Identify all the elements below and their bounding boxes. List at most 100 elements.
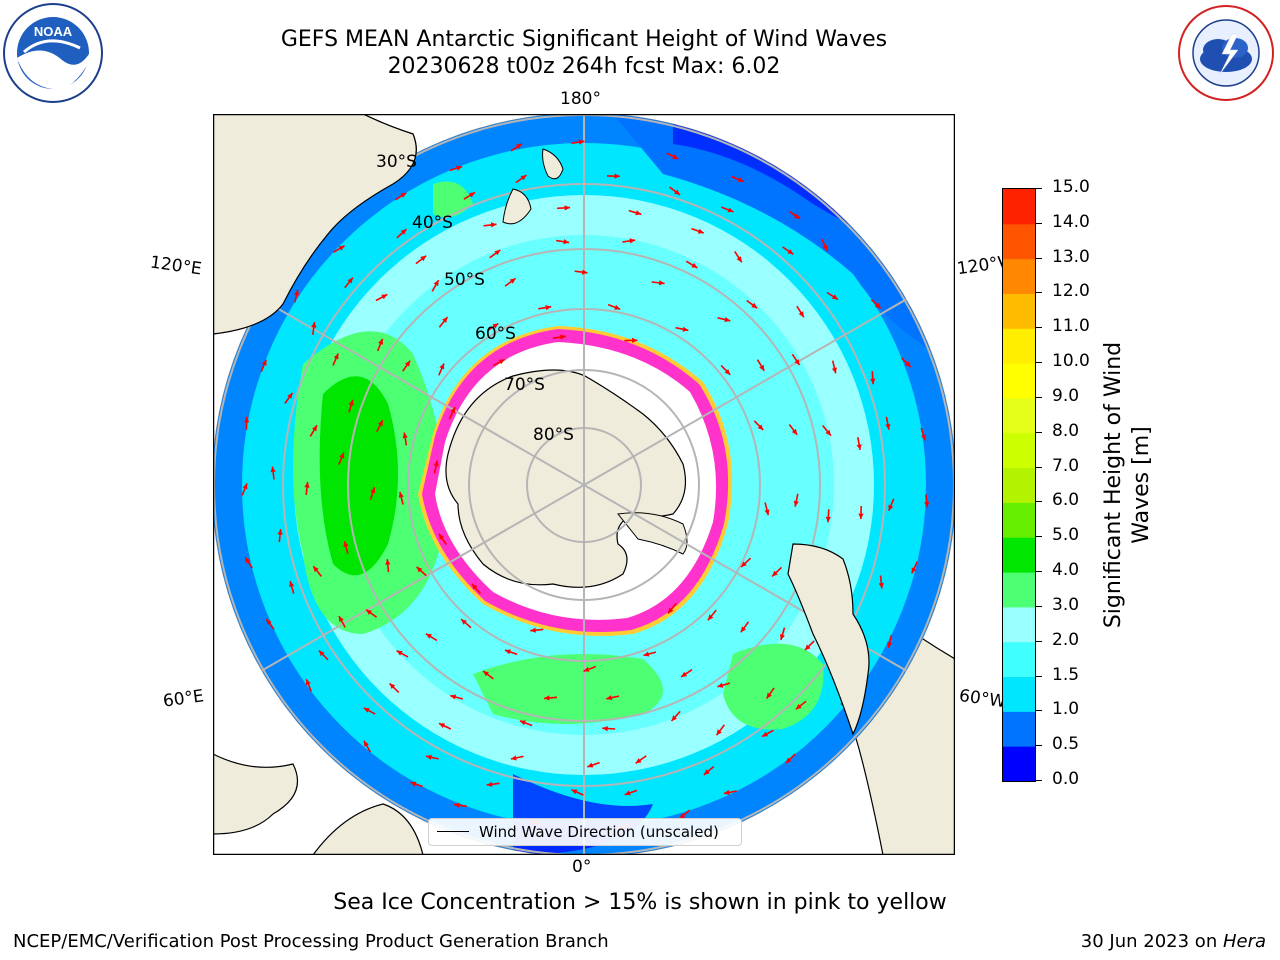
colorbar-tick-label: 2.0 (1052, 629, 1080, 650)
footer-left: NCEP/EMC/Verification Post Processing Pr… (13, 931, 609, 952)
lat-label-50s: 50°S (444, 270, 485, 290)
colorbar-tick-mark (1036, 571, 1042, 573)
wave-arrow-head (724, 369, 731, 375)
wave-arrow-head (560, 334, 566, 340)
wave-arrow-head (766, 692, 772, 699)
wave-arrow-head (856, 444, 862, 450)
wave-arrow-head (888, 504, 894, 511)
colorbar-segment (1003, 363, 1035, 399)
wave-arrow-head (366, 609, 372, 615)
colorbar (1002, 188, 1036, 782)
wave-arrow-head (400, 229, 407, 235)
wave-arrow-head (389, 683, 396, 689)
wave-arrow-head (832, 294, 838, 300)
colorbar-segment (1003, 537, 1035, 573)
lat-label-40s: 40°S (412, 213, 453, 233)
wave-arrow-head (635, 758, 642, 764)
colorbar-tick-label: 15.0 (1052, 177, 1090, 197)
wave-arrow-head (668, 607, 674, 614)
wave-arrow-head (716, 729, 722, 736)
lat-label-60s: 60°S (475, 324, 516, 344)
wave-arrow-head (420, 255, 427, 262)
wave-arrow-head (348, 399, 354, 406)
wave-arrow-head (270, 466, 276, 473)
map-legend: Wind Wave Direction (unscaled) (428, 818, 742, 846)
sea-ice-caption: Sea Ice Concentration > 15% is shown in … (333, 890, 947, 915)
wave-arrow-head (674, 189, 680, 195)
colorbar-tick-label: 13.0 (1052, 246, 1090, 267)
colorbar-tick-mark (1036, 466, 1042, 468)
wave-arrow-head (614, 304, 621, 310)
wave-arrow-head (520, 175, 527, 181)
wave-arrow-head (764, 509, 770, 516)
wave-arrow-head (483, 671, 489, 677)
wave-arrow-head (643, 651, 650, 657)
wave-arrow-head (779, 634, 785, 640)
colorbar-segment (1003, 223, 1035, 260)
wave-arrow-head (723, 789, 730, 795)
wave-arrow-head (606, 695, 613, 701)
colorbar-segment (1003, 502, 1035, 538)
wave-arrow-head (624, 790, 631, 796)
wave-arrow-head (905, 361, 911, 367)
wave-arrow-head (287, 392, 293, 399)
colorbar-tick-mark (1036, 780, 1042, 781)
colorbar-segment (1003, 432, 1035, 469)
colorbar-tick-label: 5.0 (1052, 525, 1080, 546)
wave-arrow-head (404, 360, 411, 367)
svg-text:NOAA: NOAA (34, 24, 73, 39)
wave-arrow-head (439, 723, 445, 729)
colorbar-tick-label: 3.0 (1052, 594, 1080, 615)
wave-arrow-head (343, 541, 349, 548)
wave-arrow-head (305, 679, 311, 686)
wave-arrow-head (804, 644, 811, 651)
wave-arrow-head (772, 570, 778, 577)
wave-arrow-head (544, 695, 550, 701)
wave-arrow-head (363, 707, 370, 713)
noaa-logo: NOAA (2, 2, 104, 104)
wave-arrow-head (261, 359, 267, 366)
wave-arrow-head (635, 210, 642, 216)
colorbar-tick-mark (1036, 675, 1042, 677)
wave-arrow-head (798, 311, 804, 318)
wave-arrow-head (311, 322, 317, 328)
footer-host: Hera (1222, 931, 1266, 952)
wave-arrow-head (313, 566, 319, 573)
colorbar-tick-label: 10.0 (1052, 351, 1090, 372)
wave-arrow-head (277, 529, 283, 535)
wave-arrow-head (304, 482, 310, 488)
wave-arrow-head (530, 627, 536, 633)
wave-arrow-head (471, 583, 478, 590)
colorbar-tick-mark (1036, 188, 1042, 189)
wave-arrow-head (794, 213, 801, 219)
legend-label: Wind Wave Direction (unscaled) (479, 823, 719, 841)
footer-right: 30 Jun 2023 on Hera (1081, 931, 1266, 952)
wave-arrow-head (377, 420, 383, 427)
wave-arrow-head (469, 192, 475, 198)
wave-arrow-head (515, 143, 522, 149)
wave-arrow-head (885, 423, 891, 430)
wave-arrow-head (545, 305, 552, 311)
colorbar-tick-mark (1036, 396, 1042, 398)
wave-arrow-head (410, 781, 417, 787)
figure-title: GEFS MEAN Antarctic Significant Height o… (280, 27, 888, 52)
wave-arrow-head (759, 364, 765, 371)
wave-arrow-head (658, 280, 665, 286)
wave-arrow-head (924, 501, 930, 508)
wave-arrow-head (703, 769, 710, 775)
wave-arrow-head (717, 682, 724, 688)
colorbar-segment (1003, 258, 1035, 294)
colorbar-tick-label: 1.5 (1052, 664, 1080, 685)
wave-arrow-head (289, 581, 295, 587)
wave-arrow-head (433, 280, 439, 287)
wave-arrow-head (787, 249, 794, 255)
wave-arrow-head (793, 500, 799, 507)
lon-label-60w: 60°W (957, 685, 1007, 713)
colorbar-tick-label: 0.5 (1052, 734, 1080, 755)
wave-arrow-head (707, 614, 714, 621)
lon-label-120e: 120°E (148, 252, 203, 280)
wave-arrow-head (433, 460, 439, 467)
lon-label-0: 0° (572, 857, 592, 877)
wave-arrow-head (740, 626, 747, 633)
wave-arrow-head (587, 762, 594, 768)
